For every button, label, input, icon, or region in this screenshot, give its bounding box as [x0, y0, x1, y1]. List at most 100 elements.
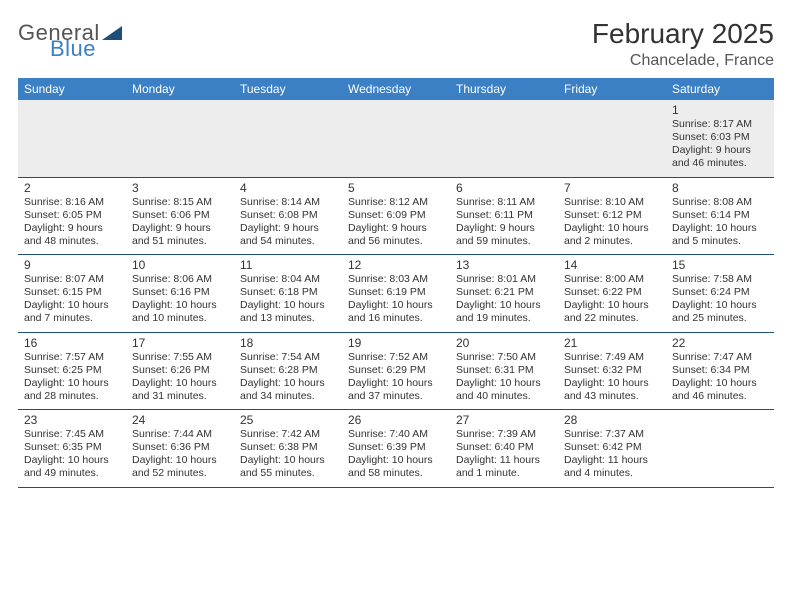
- day-number: 26: [348, 413, 444, 427]
- day-number: 19: [348, 336, 444, 350]
- calendar-cell: 9Sunrise: 8:07 AMSunset: 6:15 PMDaylight…: [18, 255, 126, 332]
- dow-monday: Monday: [126, 78, 234, 100]
- calendar-cell: 19Sunrise: 7:52 AMSunset: 6:29 PMDayligh…: [342, 333, 450, 410]
- day-number: 27: [456, 413, 552, 427]
- calendar-week: 23Sunrise: 7:45 AMSunset: 6:35 PMDayligh…: [18, 410, 774, 488]
- calendar-cell: [342, 100, 450, 177]
- calendar-cell: 27Sunrise: 7:39 AMSunset: 6:40 PMDayligh…: [450, 410, 558, 487]
- calendar-cell: 20Sunrise: 7:50 AMSunset: 6:31 PMDayligh…: [450, 333, 558, 410]
- day-number: 10: [132, 258, 228, 272]
- calendar-cell: 14Sunrise: 8:00 AMSunset: 6:22 PMDayligh…: [558, 255, 666, 332]
- calendar-cell: 4Sunrise: 8:14 AMSunset: 6:08 PMDaylight…: [234, 178, 342, 255]
- day-info: Sunrise: 8:17 AMSunset: 6:03 PMDaylight:…: [672, 118, 768, 171]
- day-info: Sunrise: 8:01 AMSunset: 6:21 PMDaylight:…: [456, 273, 552, 326]
- calendar-cell: 24Sunrise: 7:44 AMSunset: 6:36 PMDayligh…: [126, 410, 234, 487]
- day-number: 25: [240, 413, 336, 427]
- calendar-cell: 13Sunrise: 8:01 AMSunset: 6:21 PMDayligh…: [450, 255, 558, 332]
- day-info: Sunrise: 7:40 AMSunset: 6:39 PMDaylight:…: [348, 428, 444, 481]
- day-info: Sunrise: 8:10 AMSunset: 6:12 PMDaylight:…: [564, 196, 660, 249]
- day-number: 8: [672, 181, 768, 195]
- calendar-cell: 18Sunrise: 7:54 AMSunset: 6:28 PMDayligh…: [234, 333, 342, 410]
- calendar-cell: 8Sunrise: 8:08 AMSunset: 6:14 PMDaylight…: [666, 178, 774, 255]
- day-number: 2: [24, 181, 120, 195]
- day-number: 24: [132, 413, 228, 427]
- day-info: Sunrise: 7:54 AMSunset: 6:28 PMDaylight:…: [240, 351, 336, 404]
- day-number: 12: [348, 258, 444, 272]
- day-number: 14: [564, 258, 660, 272]
- day-number: 16: [24, 336, 120, 350]
- calendar-week: 9Sunrise: 8:07 AMSunset: 6:15 PMDaylight…: [18, 255, 774, 333]
- day-info: Sunrise: 7:49 AMSunset: 6:32 PMDaylight:…: [564, 351, 660, 404]
- calendar-cell: 15Sunrise: 7:58 AMSunset: 6:24 PMDayligh…: [666, 255, 774, 332]
- day-info: Sunrise: 8:03 AMSunset: 6:19 PMDaylight:…: [348, 273, 444, 326]
- day-number: 9: [24, 258, 120, 272]
- day-number: 18: [240, 336, 336, 350]
- day-info: Sunrise: 7:42 AMSunset: 6:38 PMDaylight:…: [240, 428, 336, 481]
- day-info: Sunrise: 8:12 AMSunset: 6:09 PMDaylight:…: [348, 196, 444, 249]
- logo-words: General Blue: [18, 22, 122, 60]
- dow-tuesday: Tuesday: [234, 78, 342, 100]
- day-info: Sunrise: 8:06 AMSunset: 6:16 PMDaylight:…: [132, 273, 228, 326]
- day-info: Sunrise: 7:58 AMSunset: 6:24 PMDaylight:…: [672, 273, 768, 326]
- day-number: 20: [456, 336, 552, 350]
- day-number: 6: [456, 181, 552, 195]
- calendar-cell: 10Sunrise: 8:06 AMSunset: 6:16 PMDayligh…: [126, 255, 234, 332]
- calendar-cell: 23Sunrise: 7:45 AMSunset: 6:35 PMDayligh…: [18, 410, 126, 487]
- calendar-cell: 3Sunrise: 8:15 AMSunset: 6:06 PMDaylight…: [126, 178, 234, 255]
- day-info: Sunrise: 7:37 AMSunset: 6:42 PMDaylight:…: [564, 428, 660, 481]
- day-number: 23: [24, 413, 120, 427]
- calendar-cell: 26Sunrise: 7:40 AMSunset: 6:39 PMDayligh…: [342, 410, 450, 487]
- day-info: Sunrise: 8:15 AMSunset: 6:06 PMDaylight:…: [132, 196, 228, 249]
- calendar-cell: [558, 100, 666, 177]
- month-title: February 2025: [592, 18, 774, 50]
- calendar-cell: 7Sunrise: 8:10 AMSunset: 6:12 PMDaylight…: [558, 178, 666, 255]
- calendar-dow-header: Sunday Monday Tuesday Wednesday Thursday…: [18, 78, 774, 100]
- day-info: Sunrise: 7:52 AMSunset: 6:29 PMDaylight:…: [348, 351, 444, 404]
- brand-logo: General Blue: [18, 18, 122, 60]
- calendar-cell: [666, 410, 774, 487]
- dow-thursday: Thursday: [450, 78, 558, 100]
- day-info: Sunrise: 8:00 AMSunset: 6:22 PMDaylight:…: [564, 273, 660, 326]
- calendar-week: 1Sunrise: 8:17 AMSunset: 6:03 PMDaylight…: [18, 100, 774, 178]
- calendar-body: 1Sunrise: 8:17 AMSunset: 6:03 PMDaylight…: [18, 100, 774, 488]
- dow-saturday: Saturday: [666, 78, 774, 100]
- calendar-cell: 21Sunrise: 7:49 AMSunset: 6:32 PMDayligh…: [558, 333, 666, 410]
- day-number: 1: [672, 103, 768, 117]
- day-info: Sunrise: 7:44 AMSunset: 6:36 PMDaylight:…: [132, 428, 228, 481]
- calendar-cell: 11Sunrise: 8:04 AMSunset: 6:18 PMDayligh…: [234, 255, 342, 332]
- day-info: Sunrise: 7:57 AMSunset: 6:25 PMDaylight:…: [24, 351, 120, 404]
- day-number: 21: [564, 336, 660, 350]
- day-number: 28: [564, 413, 660, 427]
- day-info: Sunrise: 7:47 AMSunset: 6:34 PMDaylight:…: [672, 351, 768, 404]
- day-number: 15: [672, 258, 768, 272]
- calendar-cell: 2Sunrise: 8:16 AMSunset: 6:05 PMDaylight…: [18, 178, 126, 255]
- calendar-cell: 17Sunrise: 7:55 AMSunset: 6:26 PMDayligh…: [126, 333, 234, 410]
- calendar-cell: 6Sunrise: 8:11 AMSunset: 6:11 PMDaylight…: [450, 178, 558, 255]
- calendar-week: 16Sunrise: 7:57 AMSunset: 6:25 PMDayligh…: [18, 333, 774, 411]
- dow-wednesday: Wednesday: [342, 78, 450, 100]
- day-number: 7: [564, 181, 660, 195]
- day-info: Sunrise: 8:04 AMSunset: 6:18 PMDaylight:…: [240, 273, 336, 326]
- dow-sunday: Sunday: [18, 78, 126, 100]
- calendar-cell: 16Sunrise: 7:57 AMSunset: 6:25 PMDayligh…: [18, 333, 126, 410]
- calendar-cell: 12Sunrise: 8:03 AMSunset: 6:19 PMDayligh…: [342, 255, 450, 332]
- day-info: Sunrise: 8:14 AMSunset: 6:08 PMDaylight:…: [240, 196, 336, 249]
- day-number: 3: [132, 181, 228, 195]
- calendar-cell: [234, 100, 342, 177]
- day-number: 4: [240, 181, 336, 195]
- day-number: 22: [672, 336, 768, 350]
- calendar-cell: 22Sunrise: 7:47 AMSunset: 6:34 PMDayligh…: [666, 333, 774, 410]
- day-number: 13: [456, 258, 552, 272]
- day-info: Sunrise: 7:39 AMSunset: 6:40 PMDaylight:…: [456, 428, 552, 481]
- calendar-cell: 1Sunrise: 8:17 AMSunset: 6:03 PMDaylight…: [666, 100, 774, 177]
- calendar-week: 2Sunrise: 8:16 AMSunset: 6:05 PMDaylight…: [18, 178, 774, 256]
- location-label: Chancelade, France: [592, 52, 774, 70]
- calendar-cell: 28Sunrise: 7:37 AMSunset: 6:42 PMDayligh…: [558, 410, 666, 487]
- day-info: Sunrise: 7:45 AMSunset: 6:35 PMDaylight:…: [24, 428, 120, 481]
- header: General Blue February 2025 Chancelade, F…: [18, 18, 774, 70]
- calendar-cell: [450, 100, 558, 177]
- calendar-cell: 5Sunrise: 8:12 AMSunset: 6:09 PMDaylight…: [342, 178, 450, 255]
- logo-word-blue: Blue: [18, 38, 122, 60]
- calendar-cell: [126, 100, 234, 177]
- day-number: 11: [240, 258, 336, 272]
